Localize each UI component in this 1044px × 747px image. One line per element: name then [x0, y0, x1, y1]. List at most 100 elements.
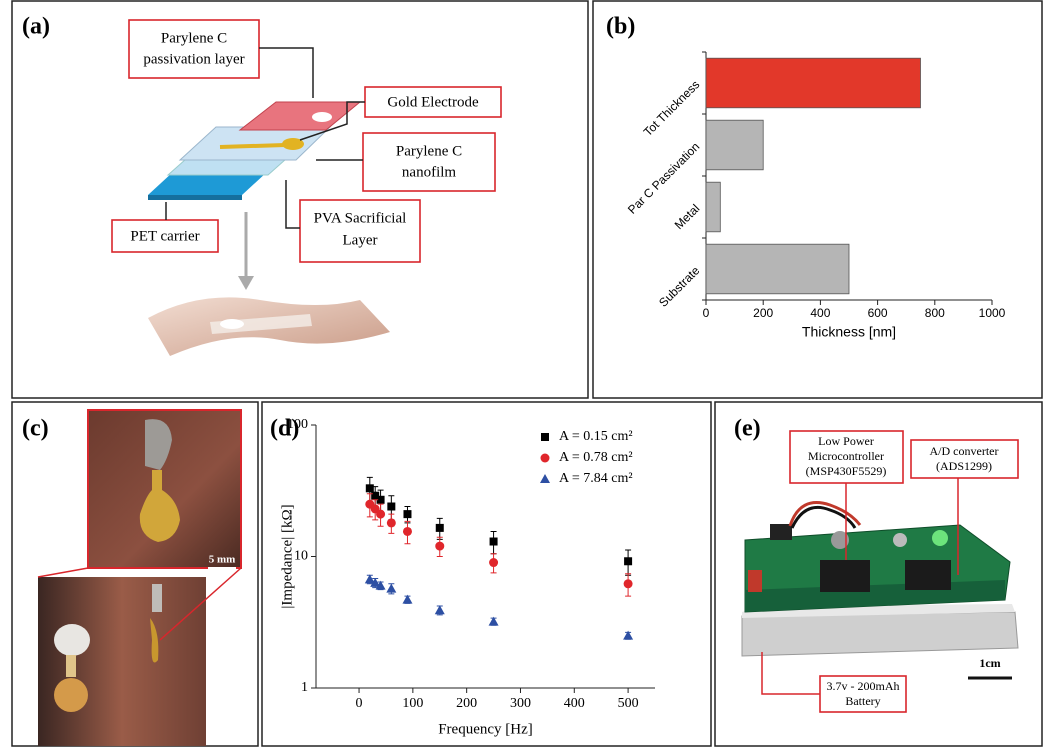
- marker: [387, 518, 396, 527]
- callout-text: Battery: [845, 694, 880, 708]
- bar: [706, 182, 720, 232]
- legend-label: A = 0.15 cm²: [559, 429, 633, 444]
- callout-text: (MSP430F5529): [806, 464, 887, 478]
- callout-arrow: [259, 48, 313, 98]
- y-tick-label: Metal: [672, 201, 703, 232]
- y-tick-label: Substrate: [656, 263, 702, 309]
- callout-line: [762, 652, 820, 694]
- x-tick-label: 500: [618, 696, 639, 711]
- bar: [706, 58, 921, 108]
- marker: [386, 584, 396, 593]
- photo: [38, 577, 206, 746]
- callout-box: [300, 200, 420, 262]
- marker: [435, 605, 445, 614]
- x-tick-label: 400: [810, 306, 830, 320]
- callout-text: (ADS1299): [936, 459, 992, 473]
- marker: [489, 558, 498, 567]
- marker: [490, 538, 498, 546]
- callout-text: passivation layer: [143, 51, 244, 67]
- marker: [403, 527, 412, 536]
- photo-detail: [54, 624, 90, 656]
- panel-label: (b): [606, 14, 635, 40]
- opening: [312, 112, 332, 122]
- photo-detail: [54, 678, 88, 712]
- callout-text: PET carrier: [130, 228, 199, 244]
- legend-marker: [541, 454, 550, 463]
- panel-label: (e): [734, 416, 761, 442]
- callout-text: A/D converter: [930, 444, 999, 458]
- connector: [748, 570, 762, 592]
- gold-trace: [220, 145, 285, 147]
- x-tick-label: 200: [753, 306, 773, 320]
- callout-text: Low Power: [818, 434, 874, 448]
- callout-text: Microcontroller: [808, 449, 884, 463]
- x-tick-label: 600: [868, 306, 888, 320]
- connector: [770, 524, 792, 540]
- panel-e: (e) Low Power Microcontroller (MSP430F55…: [734, 416, 1018, 713]
- x-tick-label: 400: [564, 696, 585, 711]
- panel-a: (a) Parylene C passivation layer Gold El…: [22, 14, 501, 357]
- panel-frame: [262, 402, 711, 746]
- marker: [435, 542, 444, 551]
- callout-text: 3.7v - 200mAh: [827, 679, 900, 693]
- legend-label: A = 0.78 cm²: [559, 450, 633, 465]
- marker: [623, 631, 633, 640]
- x-tick-label: 200: [456, 696, 477, 711]
- chip: [820, 560, 870, 592]
- marker: [402, 595, 412, 604]
- callout-box: [363, 133, 495, 191]
- x-axis-label: Frequency [Hz]: [438, 721, 533, 737]
- zoom-line: [38, 568, 88, 577]
- scale-label: 5 mm: [209, 554, 236, 566]
- callout-text: Gold Electrode: [387, 94, 479, 110]
- battery: [742, 612, 1018, 656]
- marker: [403, 510, 411, 518]
- bar: [706, 120, 763, 170]
- callout-text: PVA Sacrificial: [314, 210, 407, 226]
- nanofilm-layer: [180, 127, 330, 160]
- bar: [706, 244, 849, 294]
- arrow-head: [238, 276, 254, 290]
- callout-text: Parylene C: [396, 143, 462, 159]
- x-tick-label: 1000: [979, 306, 1006, 320]
- x-tick-label: 0: [356, 696, 363, 711]
- x-tick-label: 100: [402, 696, 423, 711]
- patch-pad: [220, 319, 244, 329]
- marker: [489, 617, 499, 626]
- x-tick-label: 800: [925, 306, 945, 320]
- x-axis-label: Thickness [nm]: [802, 324, 896, 340]
- marker: [624, 579, 633, 588]
- y-tick-label: 1: [301, 680, 308, 695]
- y-tick-label: 10: [294, 549, 308, 564]
- callout-arrow: [286, 180, 300, 228]
- panel-label: (a): [22, 14, 50, 40]
- figure: (a) Parylene C passivation layer Gold El…: [0, 0, 1044, 747]
- y-tick-label: Tot Thickness: [641, 77, 703, 139]
- x-tick-label: 0: [703, 306, 710, 320]
- photo-detail: [66, 655, 76, 677]
- callout-box: [129, 20, 259, 78]
- marker: [624, 557, 632, 565]
- legend-marker: [541, 433, 549, 441]
- led: [932, 530, 948, 546]
- chip: [905, 560, 951, 590]
- x-tick-label: 300: [510, 696, 531, 711]
- panel-label: (c): [22, 416, 49, 442]
- pet-edge: [148, 195, 242, 200]
- legend-marker: [540, 474, 550, 483]
- panel-c: 5 mm (c): [22, 410, 241, 746]
- legend-label: A = 7.84 cm²: [559, 471, 633, 486]
- component: [893, 533, 907, 547]
- callout-text: Parylene C: [161, 30, 227, 46]
- callout-text: Layer: [343, 232, 378, 248]
- y-axis-label: |Impedance| [kΩ]: [279, 504, 295, 608]
- callout-text: nanofilm: [402, 164, 456, 180]
- photo-detail: [152, 584, 162, 612]
- marker: [387, 503, 395, 511]
- scale-label: 1cm: [979, 656, 1000, 670]
- y-tick-label: 100: [287, 417, 308, 432]
- marker: [366, 484, 374, 492]
- marker: [436, 524, 444, 532]
